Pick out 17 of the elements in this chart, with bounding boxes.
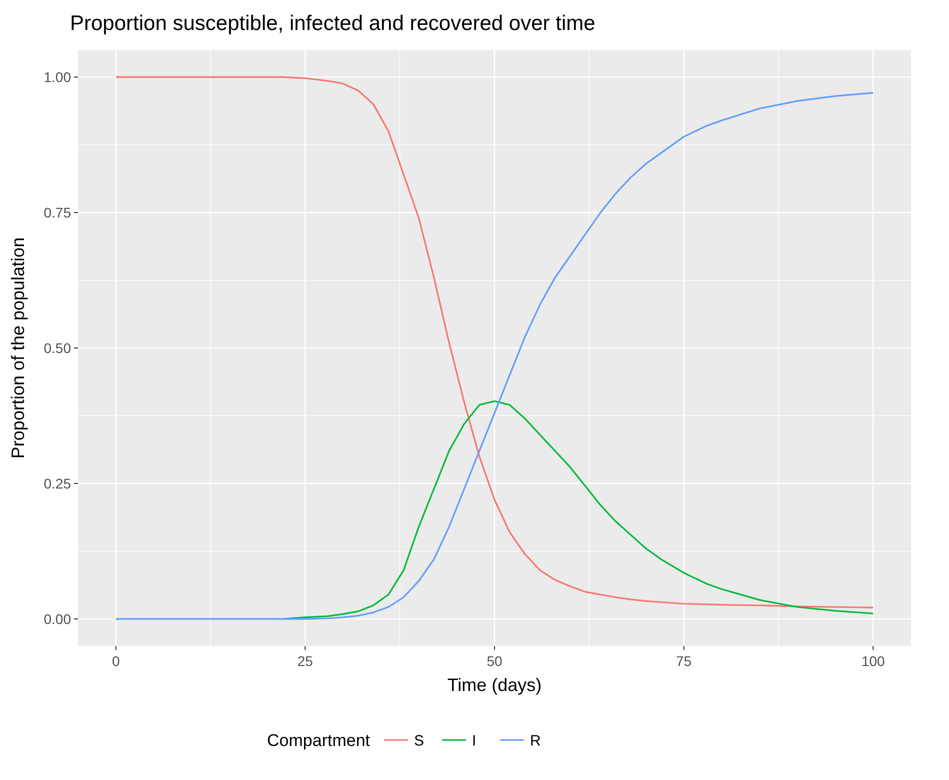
legend-title: Compartment [267, 730, 370, 750]
legend-label: I [472, 732, 476, 750]
legend-label: R [530, 732, 541, 750]
x-tick-label: 25 [297, 653, 314, 669]
x-axis-title: Time (days) [447, 675, 542, 695]
x-tick-label: 100 [861, 653, 886, 669]
y-tick-label: 0.50 [44, 340, 72, 356]
y-axis-title: Proportion of the population [8, 237, 28, 459]
x-tick-label: 50 [486, 653, 502, 669]
x-tick-label: 75 [676, 653, 692, 669]
y-tick-label: 0.75 [44, 204, 72, 220]
chart-title: Proportion susceptible, infected and recovered over time [70, 12, 596, 35]
y-tick-label: 0.00 [44, 610, 72, 627]
y-tick-label: 1.00 [44, 68, 72, 85]
legend-label: S [414, 732, 424, 750]
x-tick-label: 0 [112, 653, 120, 669]
y-tick-label: 0.25 [44, 475, 72, 492]
